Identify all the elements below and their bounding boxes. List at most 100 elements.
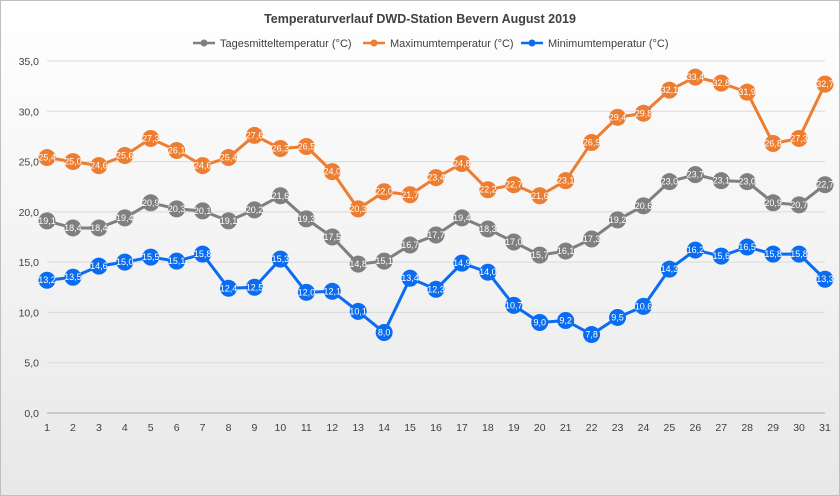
data-label: 26,9 [583,137,601,147]
data-label: 19,1 [38,216,56,226]
data-label: 32,7 [816,79,834,89]
data-label: 27,3 [142,133,160,143]
data-point [194,245,212,263]
y-tick-label: 5,0 [24,358,39,370]
data-point [453,209,471,227]
y-tick-label: 15,0 [19,257,40,269]
x-tick-label: 20 [534,422,546,434]
data-label: 16,2 [687,245,705,255]
data-point [816,176,834,194]
data-label: 12,4 [220,283,238,293]
data-point [64,268,82,286]
data-point [505,296,523,314]
data-label: 23,1 [557,176,575,186]
data-label: 15,8 [764,249,782,259]
data-label: 14,8 [349,259,367,269]
data-label: 23,0 [661,177,679,187]
data-label: 21,6 [272,191,290,201]
data-label: 14,0 [479,267,497,277]
data-point [686,166,704,184]
data-point [505,176,523,194]
y-tick-label: 35,0 [19,56,40,68]
data-point [479,263,497,281]
data-label: 21,6 [531,191,549,201]
data-label: 13,4 [401,273,419,283]
data-point [634,104,652,122]
data-label: 15,0 [116,257,134,267]
data-label: 15,8 [790,249,808,259]
data-label: 22,7 [816,180,834,190]
x-tick-label: 30 [793,422,805,434]
data-label: 10,7 [505,300,523,310]
data-point [349,302,367,320]
y-axis: 0,0 5,0 10,0 15,0 20,0 25,0 30,0 35,0 [19,56,40,420]
x-tick-label: 3 [96,422,102,434]
data-label: 24,8 [453,159,471,169]
data-point [453,254,471,272]
data-label: 8,0 [378,328,391,338]
data-point [427,169,445,187]
data-point [712,172,730,190]
x-tick-label: 28 [741,422,753,434]
data-label: 9,2 [559,315,572,325]
data-point [583,230,601,248]
data-label: 32,1 [661,85,679,95]
x-tick-label: 1 [44,422,50,434]
data-label: 16,5 [738,242,756,252]
data-point [453,155,471,173]
data-label: 10,6 [635,301,653,311]
data-point [38,271,56,289]
legend-marker [370,39,378,47]
data-point [168,200,186,218]
data-point [531,246,549,264]
data-point [142,194,160,212]
data-label: 25,4 [220,153,238,163]
data-point [790,129,808,147]
data-point [660,260,678,278]
data-point [712,247,730,265]
data-label: 16,1 [557,246,575,256]
series-line [46,173,826,266]
data-point [323,282,341,300]
data-label: 20,6 [635,201,653,211]
data-label: 15,8 [194,249,212,259]
data-point [686,68,704,86]
data-point [686,241,704,259]
data-point [271,139,289,157]
data-point [557,242,575,260]
x-tick-label: 23 [612,422,624,434]
data-point [583,326,601,344]
data-point [609,108,627,126]
data-point [90,219,108,237]
data-label: 20,9 [142,198,160,208]
data-point [38,149,56,167]
x-tick-label: 16 [430,422,442,434]
data-point [790,245,808,263]
data-point [142,129,160,147]
data-point [297,137,315,155]
data-point [401,236,419,254]
x-tick-label: 11 [301,422,312,434]
legend-entry: Tagesmitteltemperatur (°C) [193,38,352,50]
data-label: 14,3 [661,264,679,274]
data-label: 33,4 [687,72,705,82]
data-label: 29,4 [609,112,627,122]
data-point [271,187,289,205]
x-tick-label: 24 [638,422,650,434]
data-label: 12,0 [298,287,316,297]
data-label: 26,5 [298,141,316,151]
data-point [738,173,756,191]
legend-entry: Maximumtemperatur (°C) [363,38,514,50]
data-label: 19,1 [220,216,238,226]
data-point [609,211,627,229]
data-label: 17,0 [505,237,523,247]
data-point [764,194,782,212]
data-point [323,228,341,246]
x-tick-label: 19 [508,422,520,434]
data-point [194,157,212,175]
data-label: 23,4 [427,173,445,183]
x-tick-label: 12 [326,422,338,434]
data-label: 9,0 [533,317,546,327]
data-label: 12,3 [427,284,445,294]
